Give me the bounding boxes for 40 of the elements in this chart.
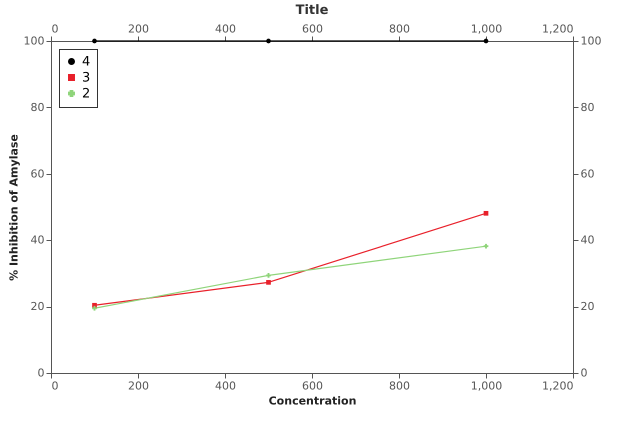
point <box>484 210 488 216</box>
y2-tick-label: 0 <box>580 366 588 380</box>
x2-tick-label: 0 <box>52 22 58 36</box>
x2-tick-label: 1,000 <box>470 22 502 36</box>
x-tick-label: 1,200 <box>542 380 574 392</box>
y-tick-label: 80 <box>30 100 44 114</box>
point <box>484 38 488 44</box>
y-tick-label: 60 <box>30 167 44 180</box>
x-tick-label: 200 <box>128 380 149 392</box>
x2-tick-label: 800 <box>389 22 410 36</box>
y-tick-label: 0 <box>38 366 44 380</box>
y2-tick-label: 80 <box>580 100 594 114</box>
legend-label: 2 <box>82 86 90 102</box>
x-tick-label: 600 <box>302 380 323 392</box>
point <box>266 273 271 278</box>
legend-label: 4 <box>82 54 90 70</box>
x-tick-label: 800 <box>389 380 410 392</box>
point <box>92 38 97 44</box>
y-tick-label: 100 <box>24 34 44 48</box>
x2-tick-label: 600 <box>302 22 323 36</box>
x2-tick-label: 200 <box>128 22 149 36</box>
y2-tick-label: 100 <box>580 34 602 48</box>
y2-tick-label: 60 <box>580 167 594 180</box>
y-tick-label: 20 <box>30 300 44 314</box>
x2-tick-label: 400 <box>215 22 236 36</box>
y2-tick-label: 40 <box>580 234 594 247</box>
point <box>92 306 97 311</box>
chart-title: Title <box>296 3 329 18</box>
x-tick-label: 0 <box>52 380 58 392</box>
y-tick-label: 40 <box>30 234 44 247</box>
point <box>484 244 488 249</box>
point <box>266 280 271 285</box>
x-tick-label: 1,000 <box>470 380 502 392</box>
x2-tick-label: 1,200 <box>542 22 574 36</box>
x-tick-label: 400 <box>215 380 236 392</box>
x-axis-title: Concentration <box>268 394 356 408</box>
legend-label: 3 <box>82 70 90 86</box>
y-axis-title: % Inhibition of Amylase <box>8 134 21 281</box>
y2-tick-label: 20 <box>580 300 594 314</box>
point <box>266 38 271 44</box>
